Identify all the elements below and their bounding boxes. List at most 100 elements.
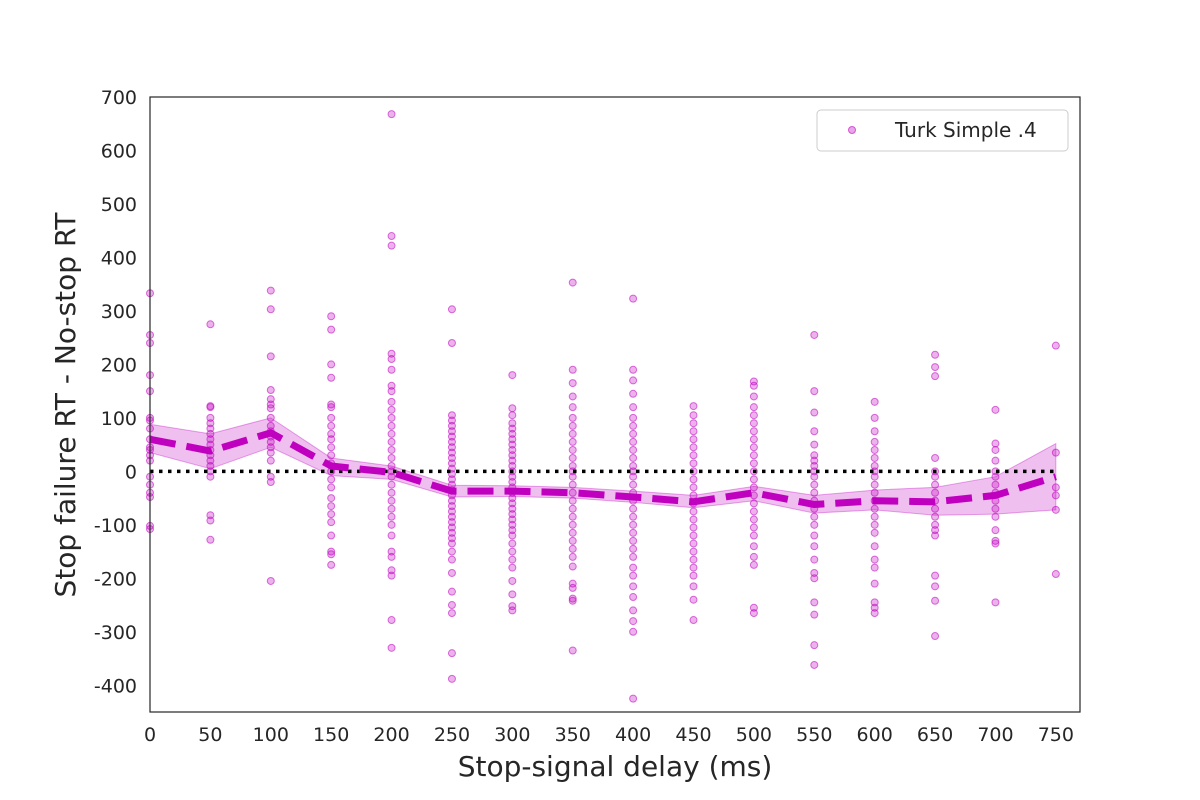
data-point	[447, 475, 456, 484]
x-tick-label: 50	[198, 724, 222, 746]
legend-marker	[848, 126, 856, 134]
data-point	[508, 576, 517, 585]
data-point	[810, 520, 819, 529]
data-point	[749, 459, 758, 468]
data-point	[931, 472, 940, 481]
data-point	[689, 582, 698, 591]
data-point	[689, 443, 698, 452]
data-point	[568, 403, 577, 412]
data-point	[447, 443, 456, 452]
data-point	[508, 429, 517, 438]
data-point	[327, 312, 336, 321]
data-point	[749, 381, 758, 390]
data-point	[991, 512, 1000, 521]
data-point	[689, 435, 698, 444]
data-point	[1051, 491, 1060, 500]
data-point	[991, 539, 1000, 548]
data-point	[327, 325, 336, 334]
data-point	[568, 646, 577, 655]
data-point	[508, 602, 517, 611]
data-point	[206, 413, 215, 422]
x-tick-label: 550	[796, 724, 832, 746]
data-point	[387, 472, 396, 481]
data-point	[508, 404, 517, 413]
data-point	[991, 456, 1000, 465]
x-tick-label: 600	[857, 724, 893, 746]
data-point	[931, 596, 940, 605]
data-point	[749, 411, 758, 420]
data-point	[749, 609, 758, 618]
data-point	[568, 594, 577, 603]
legend-box	[816, 109, 1069, 152]
data-point	[689, 491, 698, 500]
data-point	[810, 641, 819, 650]
data-point	[327, 502, 336, 511]
data-point	[689, 515, 698, 524]
x-axis-ticks: 0 50 100 150 200 250 300 350 400 450 500 550 600 650 7…	[144, 724, 1074, 746]
x-tick-label: 450	[675, 724, 711, 746]
data-point	[447, 587, 456, 596]
data-point	[749, 531, 758, 540]
data-point	[387, 387, 396, 396]
data-point	[568, 379, 577, 388]
data-point	[508, 435, 517, 444]
data-point	[447, 496, 456, 505]
data-point	[508, 411, 517, 420]
data-point	[327, 421, 336, 430]
data-point	[508, 510, 517, 519]
data-point	[327, 475, 336, 484]
data-point	[447, 305, 456, 314]
data-point	[810, 408, 819, 417]
data-point	[508, 526, 517, 535]
data-point	[387, 397, 396, 406]
data-point	[810, 574, 819, 583]
data-point	[1051, 570, 1060, 579]
data-point	[266, 386, 275, 395]
data-point	[206, 424, 215, 433]
data-point	[870, 528, 879, 537]
data-point	[206, 429, 215, 438]
data-point	[508, 563, 517, 572]
plot-area	[146, 110, 1060, 703]
data-point	[870, 472, 879, 481]
data-point	[568, 392, 577, 401]
data-point	[870, 445, 879, 454]
data-point	[508, 445, 517, 454]
data-point	[447, 339, 456, 347]
data-point	[568, 365, 577, 374]
data-point	[568, 480, 577, 489]
data-point	[689, 507, 698, 516]
data-point	[749, 483, 758, 492]
y-tick-label: -100	[94, 515, 137, 537]
data-point	[689, 531, 698, 540]
data-point	[568, 472, 577, 481]
data-point	[689, 547, 698, 556]
data-point	[327, 429, 336, 438]
data-point	[508, 547, 517, 556]
data-point	[749, 542, 758, 551]
data-point	[629, 413, 638, 422]
data-point	[387, 110, 396, 119]
data-point	[327, 550, 336, 559]
data-point	[931, 363, 940, 372]
data-point	[447, 416, 456, 425]
data-point	[206, 472, 215, 481]
data-point	[327, 494, 336, 503]
data-point	[749, 377, 758, 386]
data-point	[689, 595, 698, 604]
data-point	[266, 305, 275, 314]
data-point	[447, 411, 456, 420]
legend: Turk Simple .4	[816, 109, 1069, 152]
data-point	[568, 488, 577, 497]
data-point	[991, 526, 1000, 535]
data-point	[629, 389, 638, 398]
data-point	[629, 472, 638, 481]
data-point	[629, 563, 638, 572]
data-point	[629, 617, 638, 626]
data-point	[568, 278, 577, 287]
data-point	[749, 427, 758, 436]
data-point	[991, 504, 1000, 513]
data-point	[387, 413, 396, 422]
data-point	[447, 437, 456, 446]
